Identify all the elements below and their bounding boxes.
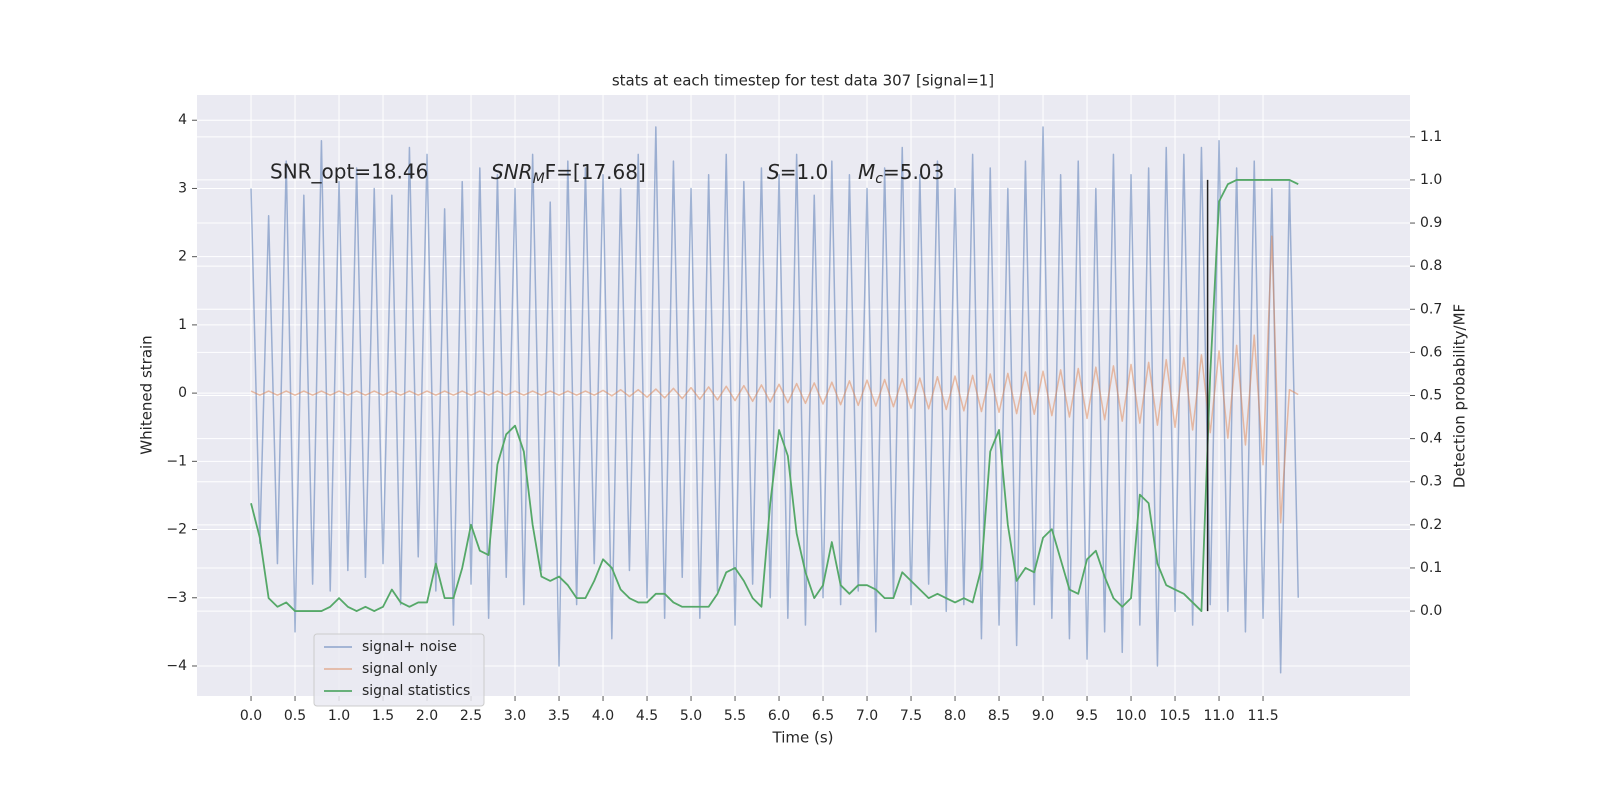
x-tick-label: 3.5 bbox=[548, 708, 570, 724]
x-axis-label: Time (s) bbox=[772, 729, 834, 747]
legend-label: signal+ noise bbox=[362, 639, 457, 655]
y-tick-label: 3 bbox=[178, 180, 187, 196]
x-tick-label: 6.5 bbox=[812, 708, 834, 724]
x-tick-label: 11.5 bbox=[1247, 708, 1278, 724]
y-axis-label: Whitened strain bbox=[138, 335, 156, 454]
y2-tick-label: 0.3 bbox=[1420, 474, 1442, 490]
annotation-part: M bbox=[858, 160, 875, 184]
legend: signal+ noise signal only signal statistic… bbox=[313, 633, 485, 707]
x-tick-label: 9.0 bbox=[1032, 708, 1054, 724]
annotation-part: SNR bbox=[491, 160, 533, 184]
y2-tick-label: 0.8 bbox=[1420, 258, 1442, 274]
y2-tick-label: 0.5 bbox=[1420, 388, 1442, 404]
x-tick-label: 8.0 bbox=[944, 708, 966, 724]
annotation-part: M bbox=[533, 171, 545, 187]
legend-box bbox=[313, 633, 485, 707]
x-tick-label: 5.5 bbox=[724, 708, 746, 724]
y2-tick-label: 0.0 bbox=[1420, 603, 1442, 619]
y2-tick-label: 1.0 bbox=[1420, 172, 1442, 188]
y-tick-label: −3 bbox=[166, 590, 187, 606]
annotation-part: F=[17.68] bbox=[545, 160, 646, 184]
x-tick-label: 9.5 bbox=[1076, 708, 1098, 724]
annotation-part: c bbox=[875, 171, 883, 187]
x-tick-label: 4.5 bbox=[636, 708, 658, 724]
x-tick-label: 0.5 bbox=[284, 708, 306, 724]
x-tick-label: 5.0 bbox=[680, 708, 702, 724]
x-tick-label: 7.5 bbox=[900, 708, 922, 724]
annotation: Mc=5.03 bbox=[858, 160, 944, 188]
annotation: SNR_opt=18.46 bbox=[270, 160, 428, 184]
series-line bbox=[250, 179, 1299, 612]
legend-label: signal statistics bbox=[362, 683, 470, 699]
x-tick-label: 3.0 bbox=[504, 708, 526, 724]
y2-tick-label: 0.7 bbox=[1420, 301, 1442, 317]
y-tick-label: 0 bbox=[178, 385, 187, 401]
x-tick-label: 8.5 bbox=[988, 708, 1010, 724]
legend-label: signal only bbox=[362, 661, 437, 677]
x-tick-label: 0.0 bbox=[240, 708, 262, 724]
y-tick-label: 1 bbox=[178, 317, 187, 333]
y2-tick-label: 0.4 bbox=[1420, 431, 1442, 447]
x-tick-label: 10.5 bbox=[1159, 708, 1190, 724]
y-tick-label: 4 bbox=[178, 112, 187, 128]
annotation: SNRMF=[17.68] bbox=[491, 160, 646, 188]
y2-axis-label: Detection probability/MF bbox=[1451, 304, 1469, 488]
chart-title: stats at each timestep for test data 307… bbox=[612, 72, 994, 90]
series-line bbox=[250, 126, 1299, 674]
annotation: S=1.0 bbox=[767, 160, 828, 184]
y2-tick-label: 0.6 bbox=[1420, 344, 1442, 360]
y-tick-label: 2 bbox=[178, 249, 187, 265]
x-tick-label: 10.0 bbox=[1115, 708, 1146, 724]
annotation-part: S bbox=[767, 160, 780, 184]
x-tick-label: 11.0 bbox=[1203, 708, 1234, 724]
x-tick-label: 2.0 bbox=[416, 708, 438, 724]
x-tick-label: 4.0 bbox=[592, 708, 614, 724]
marks bbox=[250, 126, 1299, 674]
x-tick-label: 1.5 bbox=[372, 708, 394, 724]
annotation-part: =5.03 bbox=[883, 160, 944, 184]
x-tick-label: 7.0 bbox=[856, 708, 878, 724]
y2-tick-label: 1.1 bbox=[1420, 129, 1442, 145]
y2-tick-label: 0.1 bbox=[1420, 560, 1442, 576]
y2-tick-label: 0.9 bbox=[1420, 215, 1442, 231]
annotation-part: =1.0 bbox=[780, 160, 829, 184]
y-tick-label: −4 bbox=[166, 658, 187, 674]
y-tick-label: −1 bbox=[166, 453, 187, 469]
y2-tick-label: 0.2 bbox=[1420, 517, 1442, 533]
x-tick-label: 2.5 bbox=[460, 708, 482, 724]
y-tick-label: −2 bbox=[166, 522, 187, 538]
x-tick-label: 1.0 bbox=[328, 708, 350, 724]
x-tick-label: 6.0 bbox=[768, 708, 790, 724]
series-line bbox=[250, 235, 1299, 524]
